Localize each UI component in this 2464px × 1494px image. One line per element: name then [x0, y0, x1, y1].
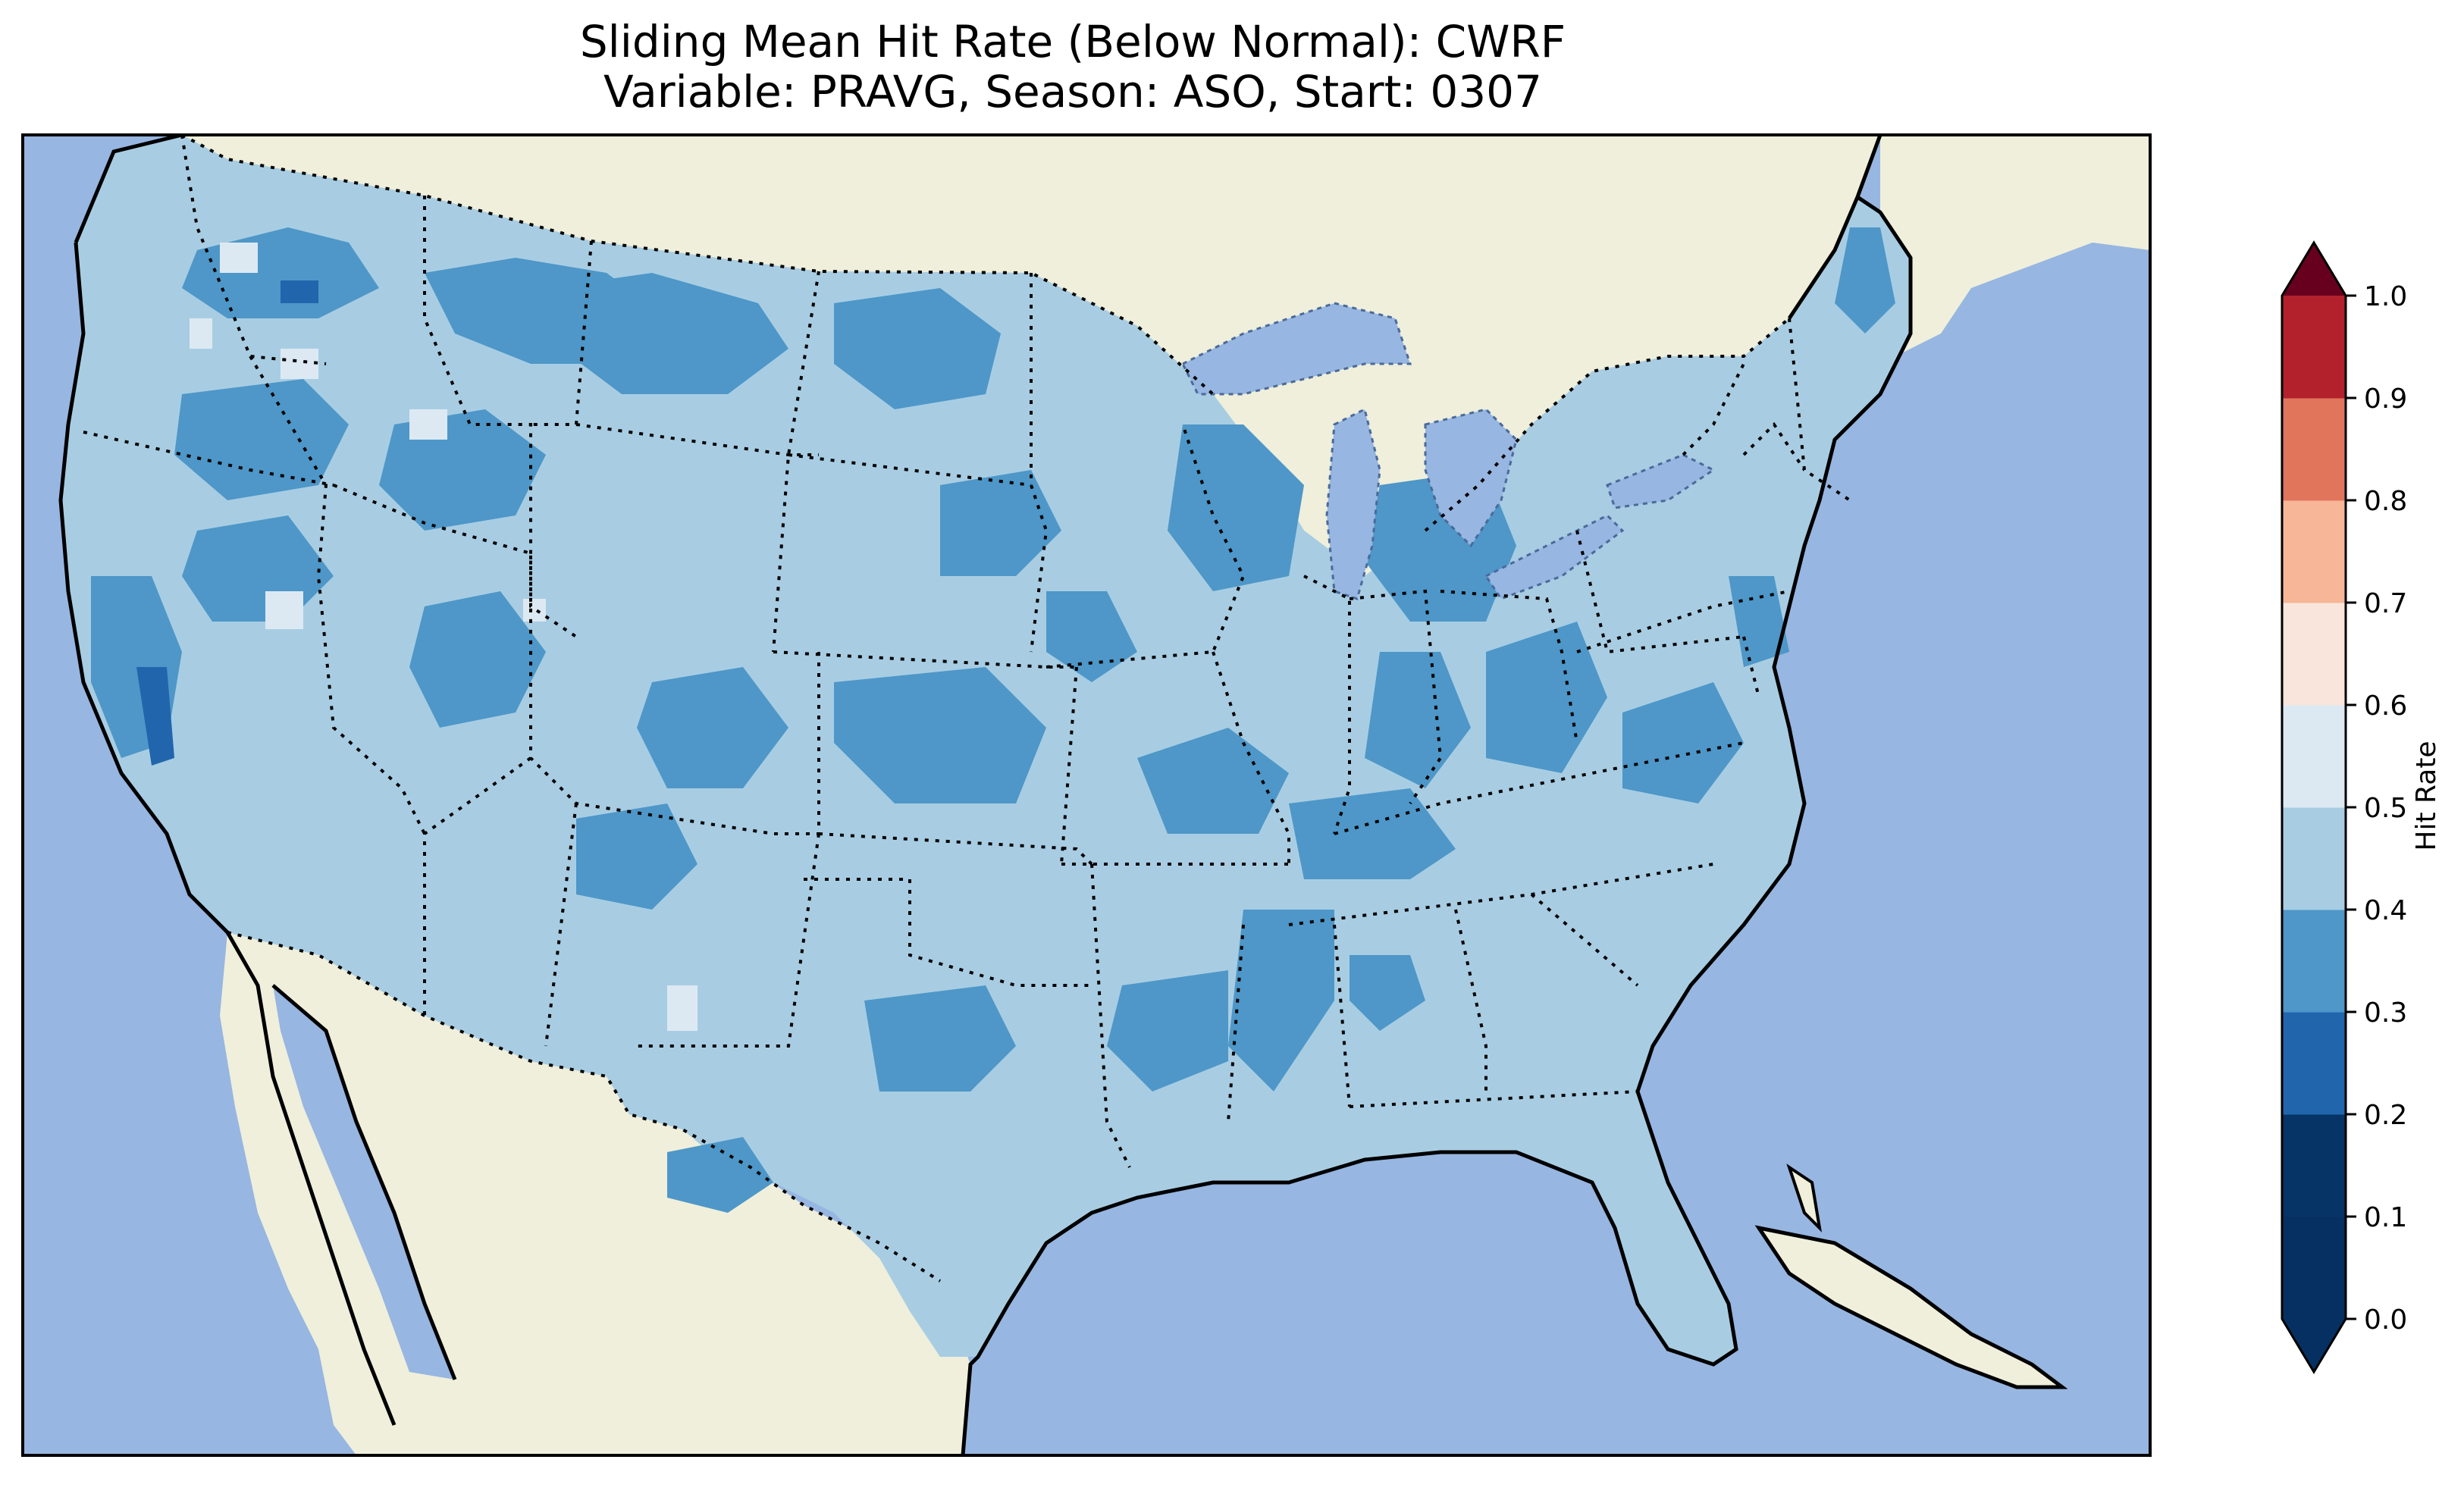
colorbar-extend-max [2282, 243, 2346, 296]
cuba [1754, 1225, 2068, 1389]
canada-land [23, 135, 1880, 576]
canada-maritimes [1850, 135, 2150, 356]
colorbar-tick-label: 0.2 [2364, 1100, 2407, 1131]
colorbar-bin [2282, 1217, 2346, 1320]
state-borders [83, 135, 1851, 1168]
lake-ontario [1606, 453, 1716, 509]
colorbar-bin [2282, 296, 2346, 399]
colorbar-tick-label: 0.4 [2364, 895, 2407, 926]
colorbar-bin [2282, 705, 2346, 808]
map-panel [23, 135, 2150, 1455]
baja-gulf [273, 985, 455, 1380]
colorbar-tick-label: 0.9 [2364, 384, 2407, 415]
colorbar-tick-label: 0.8 [2364, 486, 2407, 517]
map-frame [21, 133, 2152, 1457]
hit-rate-field [61, 135, 1911, 1364]
lake-michigan [1325, 407, 1381, 600]
colorbar-bin [2282, 500, 2346, 603]
colorbar-tick-label: 1.0 [2364, 281, 2407, 312]
low-hit-rate-patches [136, 280, 318, 766]
lake-superior [1180, 302, 1412, 396]
colorbar-tick-label: 0.0 [2364, 1305, 2407, 1336]
coastlines [58, 135, 1913, 1455]
colorbar-bin [2282, 807, 2346, 910]
colorbar-bin [2282, 910, 2346, 1013]
map-title-line-2: Variable: PRAVG, Season: ASO, Start: 030… [603, 66, 1542, 117]
colorbar-bin [2282, 1114, 2346, 1217]
colorbar-tick-label: 0.6 [2364, 691, 2407, 722]
colorbar-tick-label: 0.3 [2364, 998, 2407, 1029]
colorbar-bin [2282, 398, 2346, 501]
high-hit-rate-patches [190, 243, 698, 1031]
colorbar-tick-label: 0.7 [2364, 588, 2407, 619]
bahamas [1786, 1164, 1822, 1232]
colorbar-bin [2282, 603, 2346, 706]
colorbar-tick-label: 0.1 [2364, 1202, 2407, 1233]
us-mexico-border [227, 931, 942, 1283]
map-title-line-1: Sliding Mean Hit Rate (Below Normal): CW… [579, 16, 1566, 67]
lake-huron [1424, 408, 1518, 548]
great-lakes [1180, 302, 1716, 600]
colorbar-label: Hit Rate [2411, 741, 2442, 850]
colorbar-bin [2282, 1012, 2346, 1115]
colorbar: 0.0 0.1 0.2 0.3 0.4 0.5 0.6 0.7 0.8 0.9 1.0 [2281, 240, 2407, 1374]
us-canada-border [181, 135, 1859, 532]
lake-erie [1484, 514, 1625, 600]
colorbar-tick-label: 0.5 [2364, 793, 2407, 824]
colorbar-extend-min [2282, 1319, 2346, 1372]
